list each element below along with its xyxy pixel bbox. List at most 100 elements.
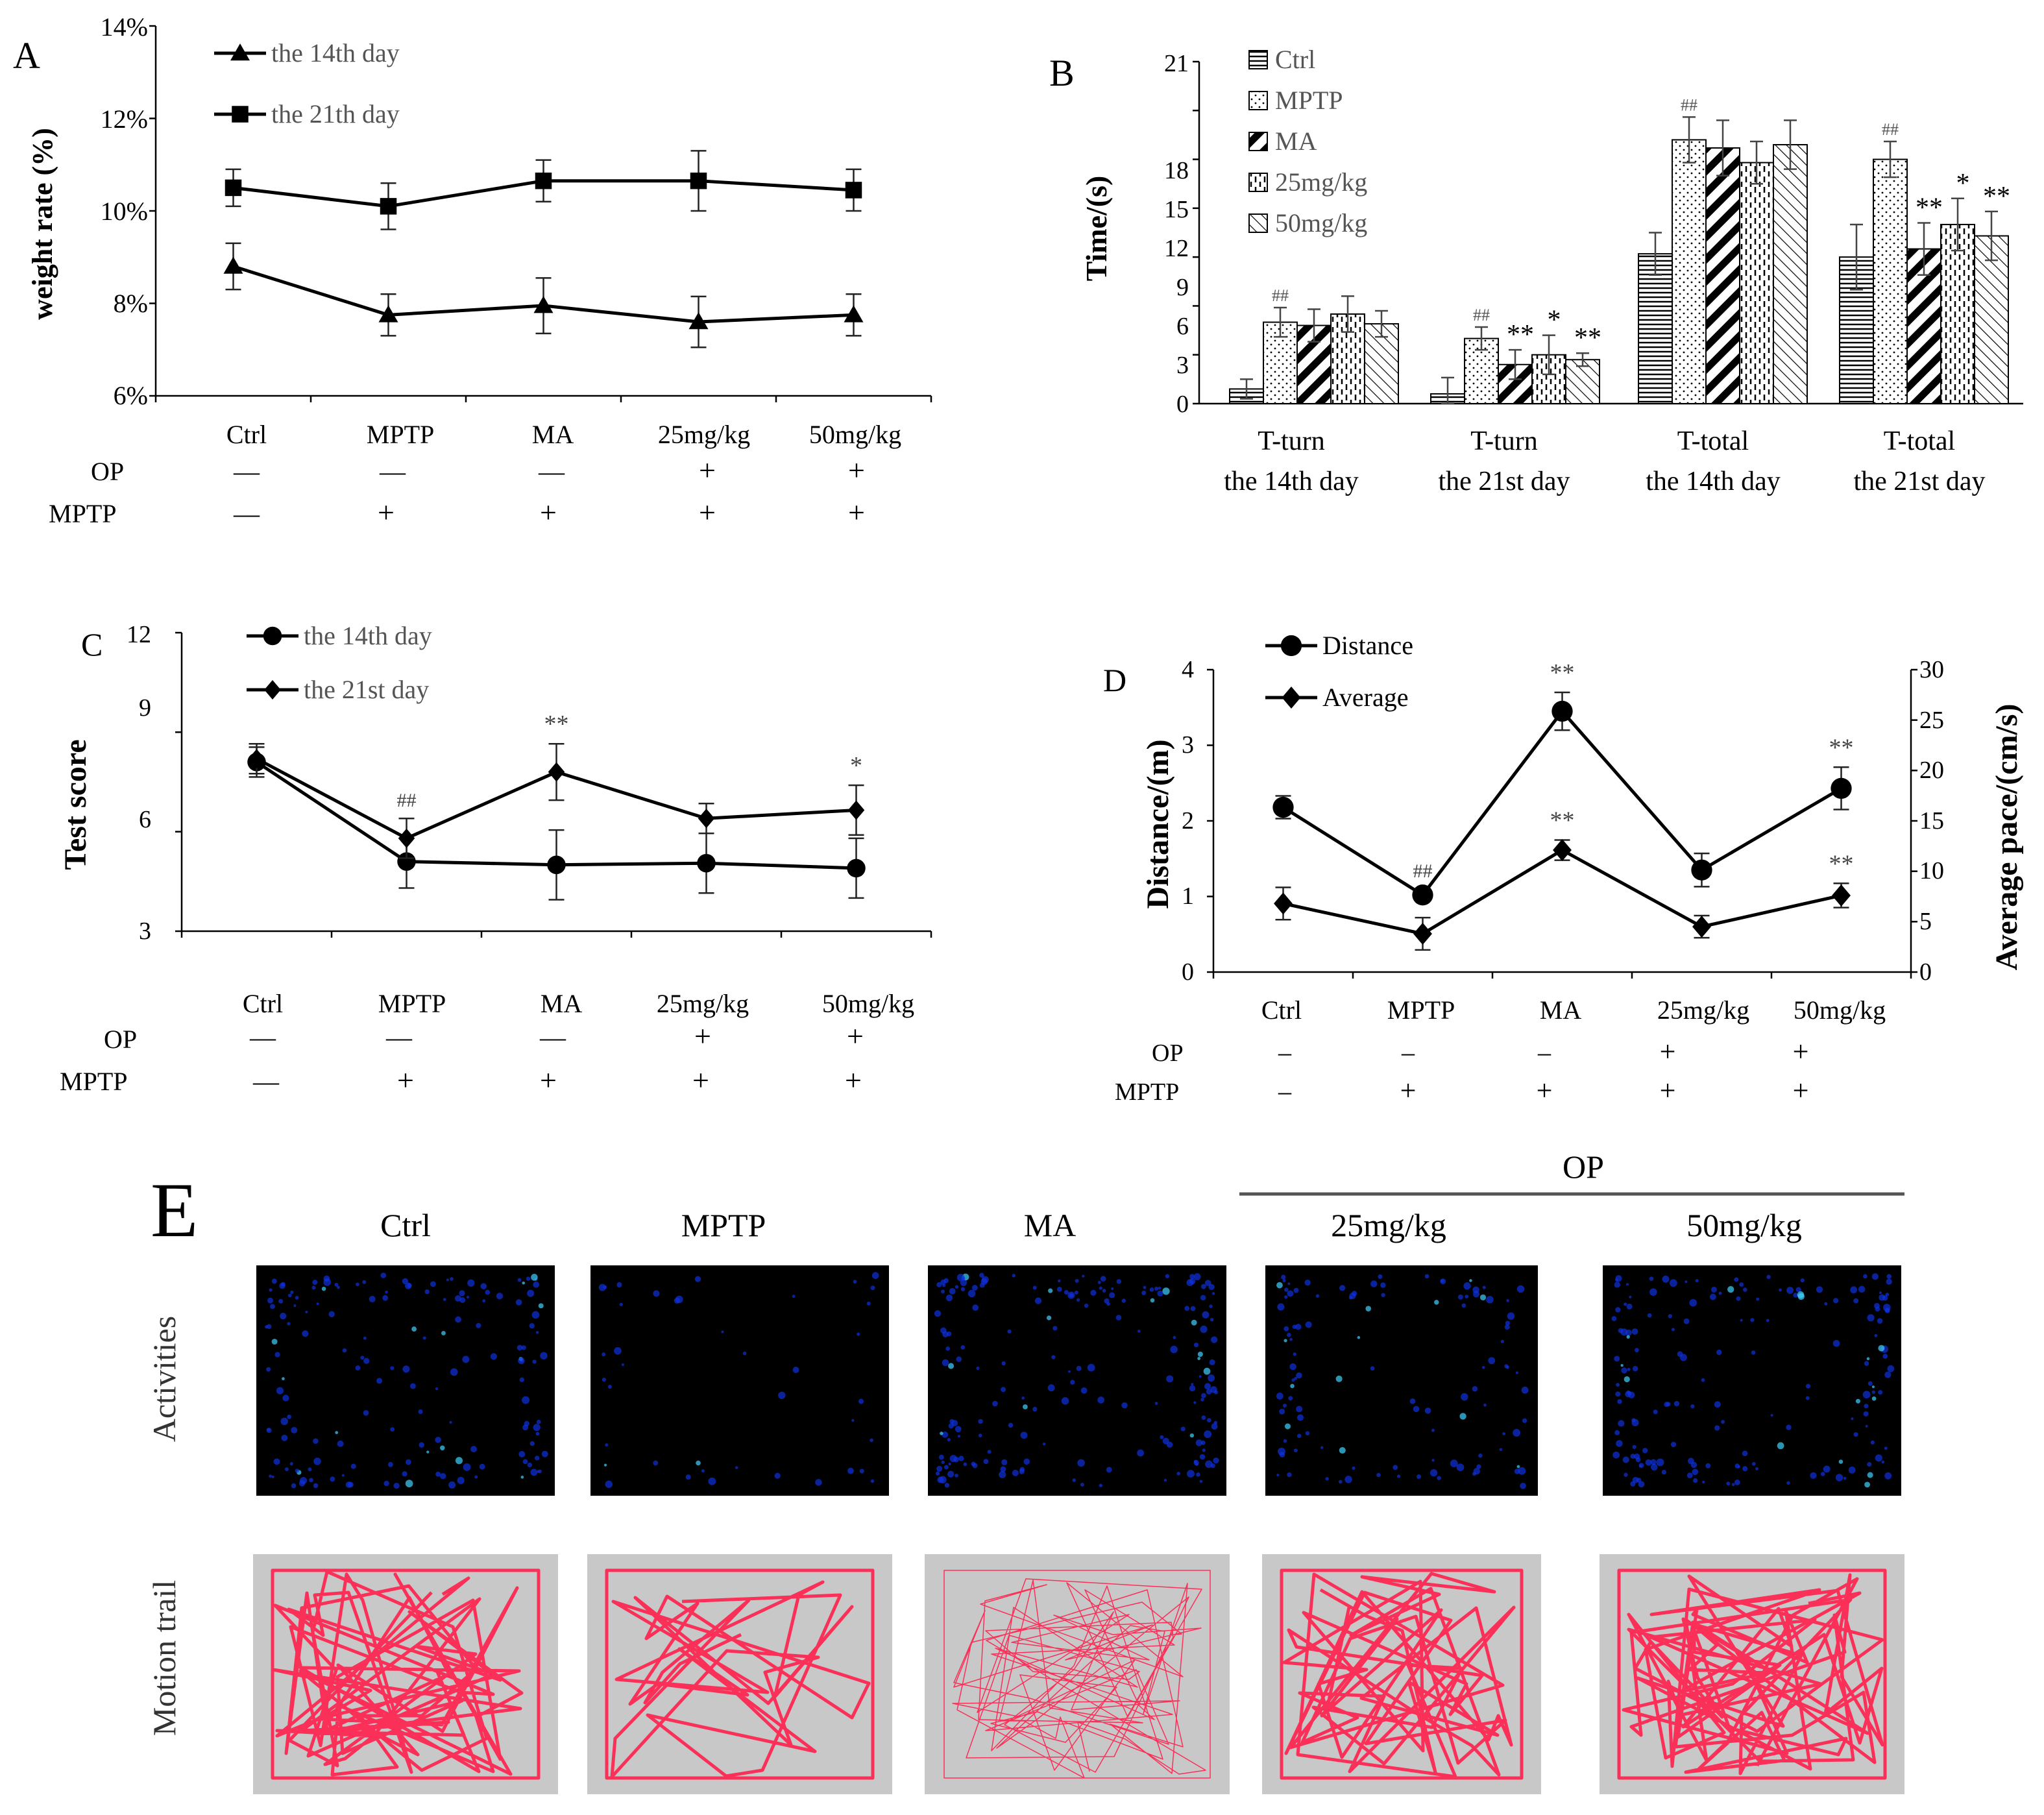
heatmap-spot [267, 1297, 274, 1304]
mptp-sign: + [692, 1064, 709, 1097]
y-tick-label: 12 [127, 621, 151, 648]
heatmap-spot [393, 1482, 400, 1489]
legend-swatch [1248, 91, 1268, 110]
y-tick-label: 3 [1182, 731, 1194, 759]
heatmap-spot [1766, 1274, 1771, 1280]
heatmap-spot [1871, 1396, 1877, 1401]
heatmap-spot [1686, 1472, 1693, 1479]
heatmap-spot [1668, 1314, 1673, 1319]
bar [1638, 253, 1673, 404]
heatmap-spot [1154, 1286, 1159, 1291]
heatmap-spot [271, 1475, 274, 1478]
panel-d-y2-ticks: 0 5 10 15 20 25 30 [1919, 656, 1944, 986]
mptp-sign: + [1400, 1075, 1417, 1106]
heatmap-spot [1339, 1285, 1346, 1291]
heatmap-spot [1695, 1278, 1699, 1283]
heatmap-spot [1521, 1386, 1529, 1394]
heatmap-spot [1683, 1318, 1690, 1324]
panel-e: E OP Ctrl MPTP MA 25mg/kg 50mg/kg Activi… [146, 1149, 1904, 1794]
heatmap-spot [1076, 1298, 1080, 1302]
heatmap-spot [708, 1477, 716, 1485]
panel-a: A weight rate (%) 6% 8% 10% 12% 14% Ctrl… [13, 12, 901, 529]
heatmap-spot [1077, 1459, 1085, 1467]
heatmap-spot [1736, 1296, 1741, 1301]
heatmap-spot [287, 1322, 291, 1326]
heatmap-spot [316, 1302, 319, 1306]
heatmap-spot [355, 1365, 361, 1371]
heatmap-spot [330, 1476, 335, 1482]
heatmap-spot [1289, 1363, 1296, 1370]
heatmap-spot [1157, 1290, 1163, 1297]
heatmap-spot [485, 1289, 491, 1295]
y2-tick-label: 30 [1919, 656, 1944, 683]
heatmap-spot [1365, 1306, 1372, 1311]
heatmap-spot [1348, 1295, 1353, 1300]
heatmap-spot [282, 1395, 289, 1402]
heatmap-spot [535, 1431, 540, 1436]
heatmap-spot [369, 1295, 376, 1302]
heatmap-spot [1634, 1453, 1640, 1460]
heatmap-spot [1824, 1302, 1828, 1306]
heatmap-spot [363, 1358, 370, 1364]
heatmap-spot [1871, 1390, 1876, 1395]
heatmap-spot [858, 1398, 864, 1404]
heatmap-spot [302, 1330, 309, 1337]
heatmap-spot [540, 1352, 548, 1360]
op-row-label: OP [1152, 1040, 1184, 1067]
heatmap-spot [1714, 1401, 1721, 1408]
heatmap-spot [273, 1458, 280, 1465]
heatmap-spot [1320, 1446, 1324, 1450]
heatmap-spot [1742, 1287, 1747, 1292]
heatmap-spot [1805, 1396, 1810, 1400]
series-line [1282, 709, 1842, 897]
heatmap-spot [430, 1281, 436, 1287]
heatmap-spot [424, 1289, 430, 1295]
heatmap-spot [1121, 1298, 1126, 1303]
heatmap-spot [1878, 1390, 1883, 1395]
heatmap-spot [309, 1478, 313, 1483]
heatmap-spot [533, 1281, 540, 1288]
heatmap-spot [1052, 1326, 1058, 1331]
heatmap-spot [1621, 1367, 1627, 1374]
mptp-sign: + [845, 1064, 862, 1097]
data-point [847, 859, 866, 878]
heatmap-spot [1282, 1278, 1286, 1283]
heatmap-spot [1097, 1396, 1105, 1404]
legend-label: 50mg/kg [1275, 208, 1367, 238]
heatmap-spot [944, 1483, 950, 1488]
heatmap-spot [1034, 1297, 1042, 1304]
heatmap-spot [313, 1457, 321, 1465]
x-tick-label: Ctrl [243, 989, 283, 1018]
heatmap-spot [1200, 1284, 1206, 1289]
heatmap-spot [529, 1441, 535, 1446]
heatmap-spot [1209, 1359, 1215, 1365]
heatmap-spot [851, 1419, 855, 1422]
legend-swatch [1248, 213, 1268, 233]
heatmap-spot [1864, 1404, 1869, 1409]
heatmap-spot [1163, 1478, 1167, 1482]
heatmap-spot [280, 1417, 289, 1426]
heatmap-spot [1019, 1467, 1025, 1472]
heatmap-spot [653, 1460, 659, 1466]
heatmap-spot [1042, 1443, 1046, 1446]
panel-b: B Time/(s) 0 3 6 9 12 15 18 21 T-turn T-… [1049, 50, 1985, 496]
heatmap-spot [955, 1426, 962, 1433]
heatmap-spot [1459, 1413, 1466, 1420]
legend-label: the 21st day [304, 675, 429, 704]
heatmap-spot [1284, 1339, 1287, 1343]
heatmap-spot [1483, 1403, 1487, 1407]
heatmap-spot [1325, 1477, 1329, 1481]
heatmap-spot [602, 1352, 606, 1357]
heatmap-spot [1486, 1296, 1494, 1304]
heatmap-spot [1276, 1393, 1284, 1400]
heatmap-spot [1287, 1332, 1291, 1337]
heatmap-spot [1499, 1448, 1503, 1452]
x-tick-label: 50mg/kg [1794, 995, 1886, 1025]
activity-heatmap [1603, 1265, 1901, 1496]
heatmap-spot [1413, 1406, 1420, 1413]
heatmap-spot [1742, 1450, 1748, 1457]
heatmap-spot [1370, 1366, 1375, 1371]
y-tick-label: 15 [1164, 196, 1189, 223]
mptp-sign: + [1793, 1075, 1809, 1106]
